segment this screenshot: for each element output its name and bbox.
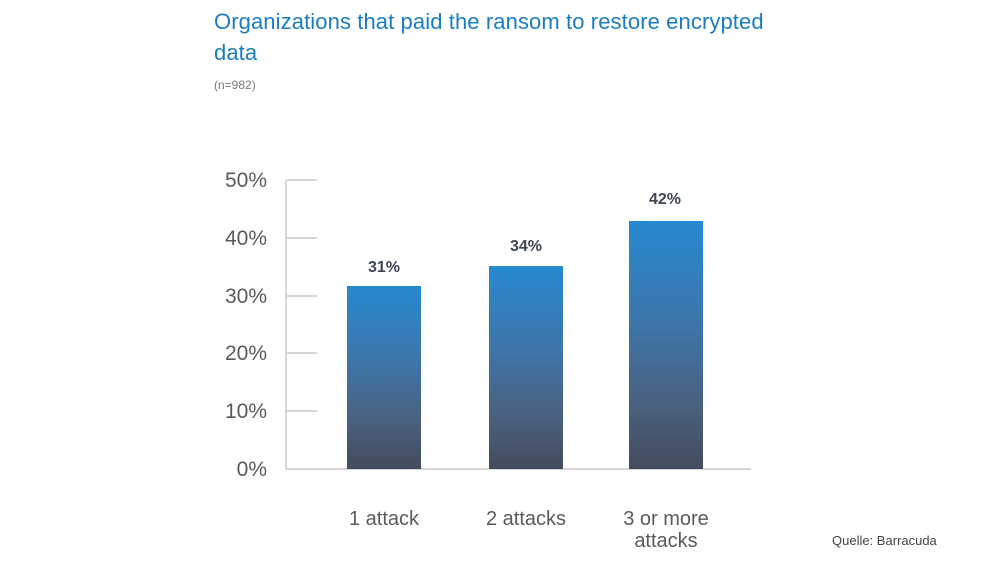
bar-value-label: 31% [367,259,401,276]
y-tick-40 [287,237,317,239]
source-credit: Quelle: Barracuda [832,533,937,548]
y-axis-line [285,180,287,470]
x-category-label: 1 attack [348,508,420,530]
y-tick-label: 20% [224,342,267,365]
x-category-label: 3 or more attacks [591,508,741,552]
y-tick-10 [287,410,317,412]
y-tick-label: 0% [236,458,267,481]
y-tick-50 [287,179,317,181]
chart-subtitle: (n=982) [214,78,256,92]
y-tick-label: 40% [224,227,267,250]
y-tick-label: 50% [224,169,267,192]
bar-value-label: 34% [509,238,543,255]
y-tick-label: 10% [224,400,267,423]
y-tick-30 [287,295,317,297]
y-tick-20 [287,352,317,354]
x-category-label: 2 attacks [485,508,567,530]
bar-1-attack [347,286,421,469]
bar-value-label: 42% [648,191,682,208]
x-category-label-text: 3 or more attacks [623,508,709,552]
chart-title: Organizations that paid the ransom to re… [214,9,764,65]
bar-3-or-more-attacks [629,221,703,469]
bar-2-attacks [489,266,563,469]
x-axis-baseline [285,468,751,470]
y-tick-label: 30% [224,285,267,308]
